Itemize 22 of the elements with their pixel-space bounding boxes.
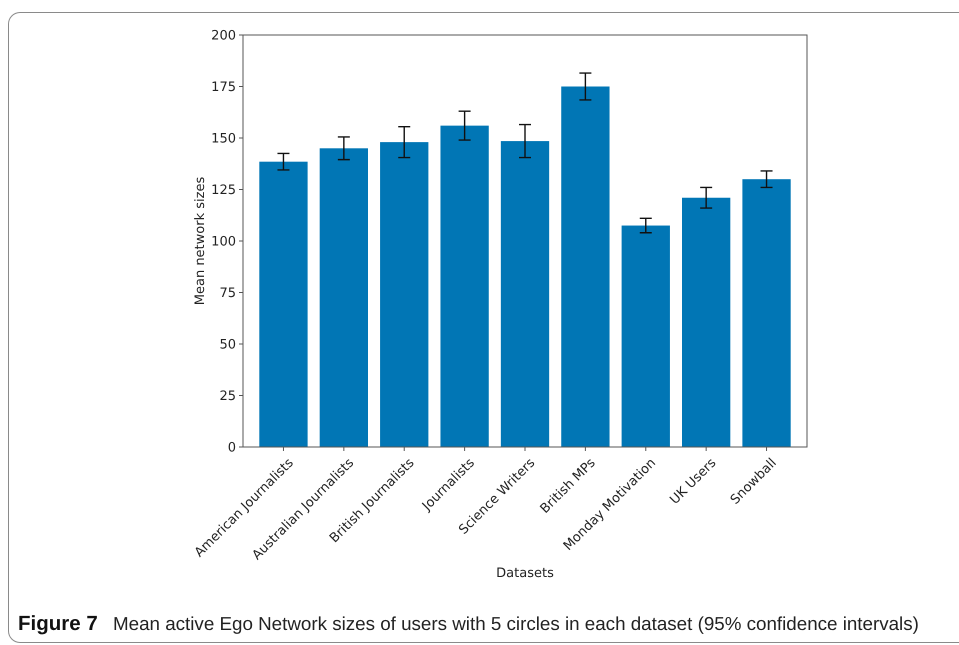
x-axis-title: Datasets	[496, 566, 554, 581]
y-tick-label: 175	[211, 80, 236, 96]
bar	[682, 198, 730, 447]
y-tick-label: 150	[211, 132, 236, 147]
y-tick-label: 75	[219, 286, 236, 302]
y-tick-label: 50	[219, 338, 236, 353]
bar	[742, 179, 791, 447]
bar	[622, 226, 670, 447]
bar	[380, 142, 428, 447]
bar	[500, 141, 550, 447]
bar	[320, 148, 368, 447]
y-tick-label: 125	[211, 183, 236, 198]
caption: Figure 7	[18, 612, 98, 635]
y-tick-label: 25	[219, 389, 236, 404]
y-tick-label: 200	[211, 28, 236, 44]
y-tick-label: 0	[228, 440, 236, 456]
bar	[440, 126, 489, 447]
text: Mean active Ego Network sizes of users with 5 circles in each dataset (95% confidence intervals)	[113, 613, 919, 634]
bar	[259, 162, 308, 447]
y-tick-label: 100	[211, 234, 236, 250]
y-axis-title: Mean network sizes	[193, 176, 208, 306]
bar	[561, 86, 610, 447]
